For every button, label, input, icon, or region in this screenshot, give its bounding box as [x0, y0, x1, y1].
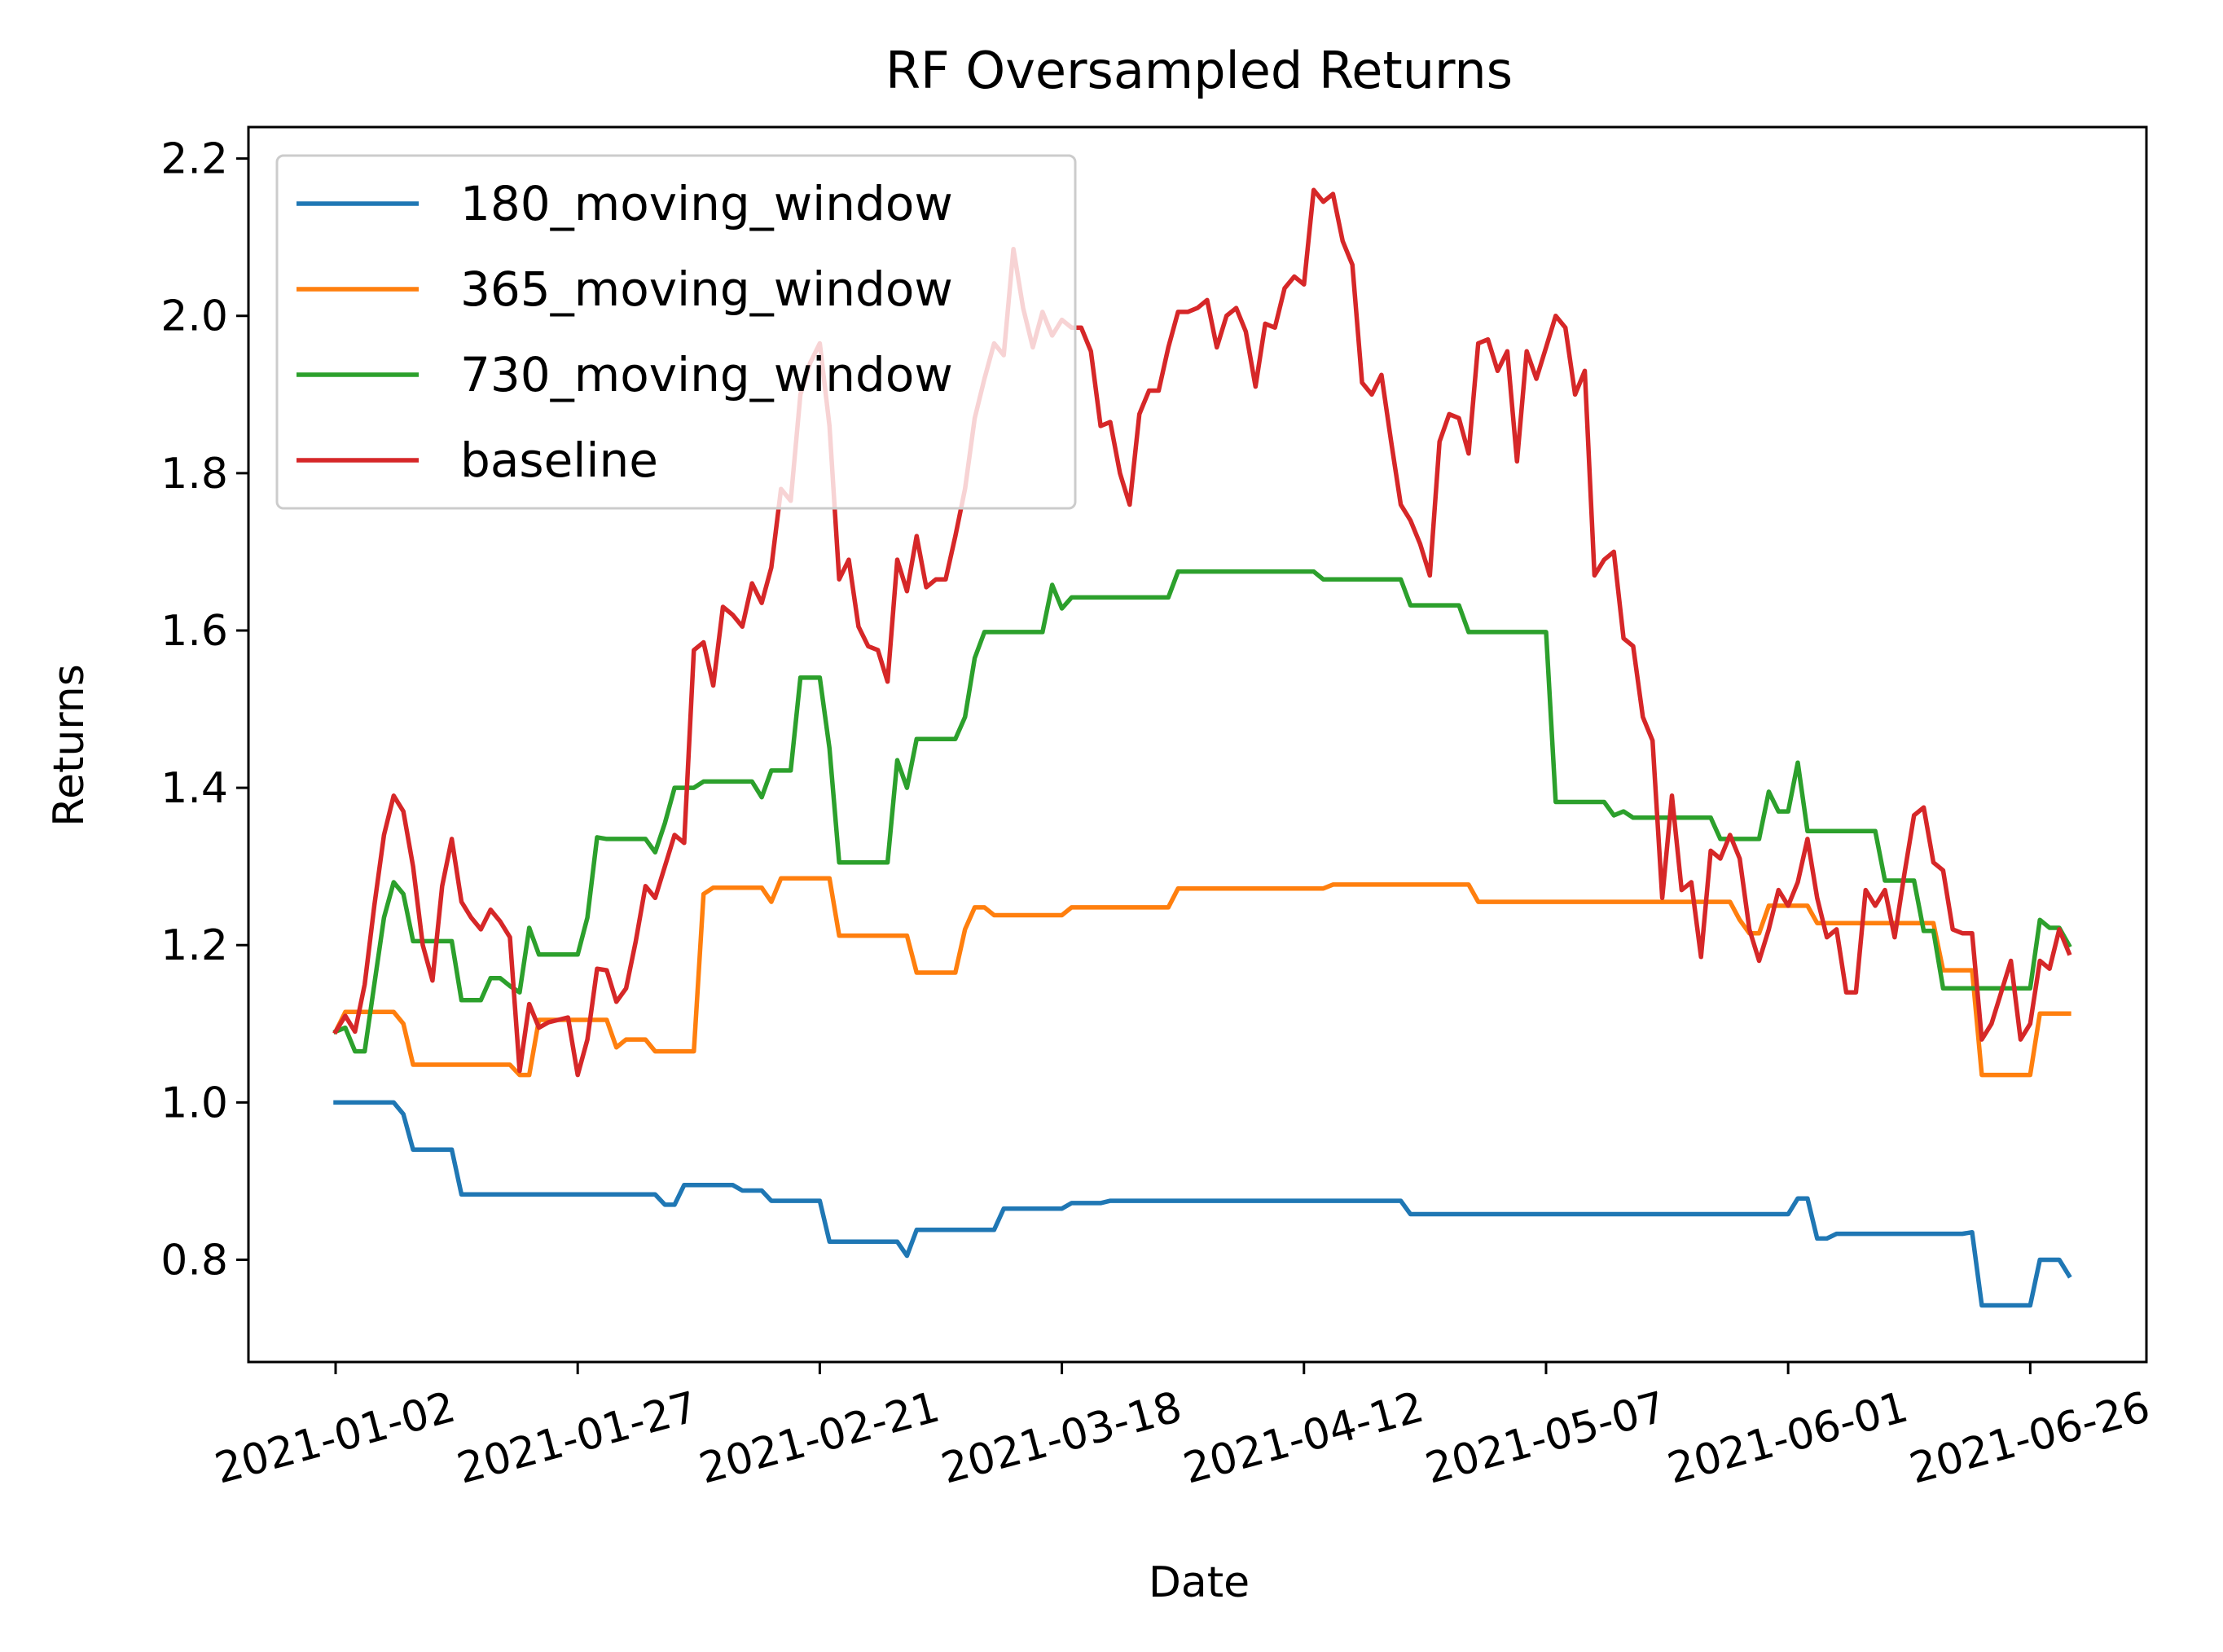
series-line-730_moving_window — [332, 569, 2072, 1054]
legend-box — [275, 154, 1077, 510]
y-tick-label: 1.6 — [160, 607, 228, 656]
y-axis: 0.8 1.0 1.2 1.4 1.6 1.8 2.0 2.2 — [160, 135, 248, 1285]
x-axis-label: Date — [1149, 1558, 1250, 1607]
legend: 180_moving_window 365_moving_window 730_mo… — [275, 154, 1077, 510]
y-tick-label: 1.2 — [160, 921, 228, 970]
series-line-180_moving_window — [333, 1100, 2072, 1308]
series-line-baseline — [332, 187, 2072, 1078]
y-tick-label: 1.4 — [160, 764, 228, 813]
legend-label-365_moving_window: 365_moving_window — [460, 261, 953, 317]
legend-label-180_moving_window: 180_moving_window — [460, 176, 953, 231]
y-tick-label: 1.8 — [160, 450, 228, 499]
legend-label-730_moving_window: 730_moving_window — [460, 347, 953, 402]
y-tick-label: 2.0 — [160, 292, 228, 341]
plot-lines — [332, 187, 2072, 1308]
chart-title: RF Oversampled Returns — [885, 41, 1513, 100]
y-tick-label: 1.0 — [160, 1079, 228, 1127]
y-axis-label: Returns — [45, 664, 94, 827]
y-tick-label: 2.2 — [160, 135, 228, 184]
plot-frame — [247, 125, 2148, 1364]
legend-label-baseline: baseline — [460, 433, 658, 488]
y-tick-label: 0.8 — [160, 1236, 228, 1285]
